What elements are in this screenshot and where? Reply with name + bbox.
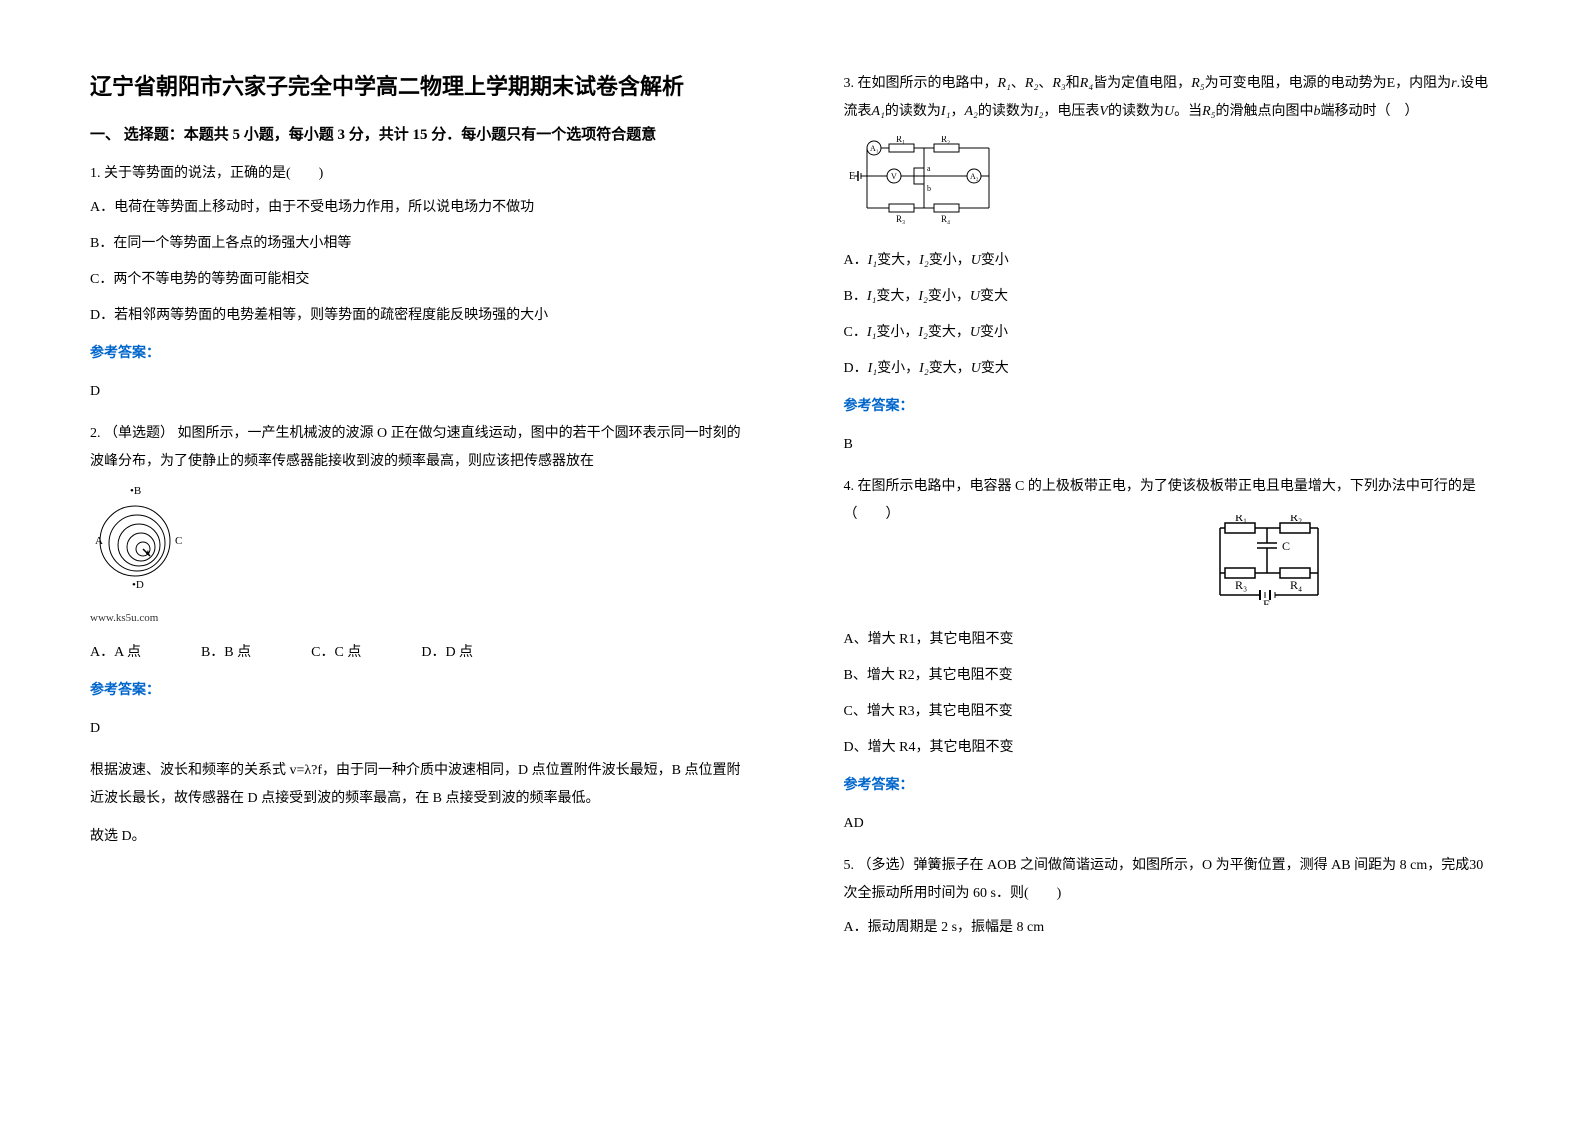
q3-option-a: A．I₁变大，I₂变小，U变小 — [844, 247, 1498, 275]
q2-option-d: D．D 点 — [421, 639, 473, 667]
svg-text:R₁: R₁ — [1235, 515, 1247, 524]
q4-option-a: A、增大 R1，其它电阻不变 — [844, 626, 1498, 654]
svg-text:R₃: R₃ — [1235, 578, 1247, 592]
q1-option-c: C．两个不等电势的等势面可能相交 — [90, 266, 744, 294]
q2-option-a: A．A 点 — [90, 639, 141, 667]
question-1: 1. 关于等势面的说法，正确的是( ) A．电荷在等势面上移动时，由于不受电场力… — [90, 160, 744, 406]
document-title: 辽宁省朝阳市六家子完全中学高二物理上学期期末试卷含解析 — [90, 70, 744, 103]
svg-text:R₂: R₂ — [1290, 515, 1302, 524]
svg-text:b: b — [927, 184, 931, 193]
svg-text:R₄: R₄ — [1290, 578, 1302, 592]
svg-text:a: a — [927, 164, 931, 173]
wave-label-b: •B — [130, 486, 141, 497]
q4-option-d: D、增大 R4，其它电阻不变 — [844, 734, 1498, 762]
question-5: 5. （多选）弹簧振子在 AOB 之间做简谐运动，如图所示，O 为平衡位置，测得… — [844, 852, 1498, 942]
q4-option-c: C、增大 R3，其它电阻不变 — [844, 698, 1498, 726]
question-3: 3. 在如图所示的电路中，R₁、R₂、R₃和R₄皆为定值电阻，R₅为可变电阻，电… — [844, 70, 1498, 459]
svg-text:E: E — [1263, 597, 1270, 605]
left-column: 辽宁省朝阳市六家子完全中学高二物理上学期期末试卷含解析 一、 选择题：本题共 5… — [0, 0, 794, 1122]
q1-text: 1. 关于等势面的说法，正确的是( ) — [90, 160, 744, 188]
q2-option-c: C．C 点 — [311, 639, 361, 667]
svg-text:A₁: A₁ — [870, 144, 879, 153]
q4-text: 4. 在图所示电路中，电容器 C 的上极板带正电，为了使该极板带正电且电量增大，… — [844, 473, 1498, 529]
q3-text: 3. 在如图所示的电路中，R₁、R₂、R₃和R₄皆为定值电阻，R₅为可变电阻，电… — [844, 70, 1498, 126]
svg-text:V: V — [891, 172, 897, 181]
section-1-header: 一、 选择题：本题共 5 小题，每小题 3 分，共计 15 分．每小题只有一个选… — [90, 123, 744, 144]
q1-answer: D — [90, 378, 744, 406]
q4-option-b: B、增大 R2，其它电阻不变 — [844, 662, 1498, 690]
q3-option-d: D．I₁变小，I₂变大，U变大 — [844, 355, 1498, 383]
q4-answer: AD — [844, 810, 1498, 838]
svg-text:R₄: R₄ — [941, 214, 950, 224]
q2-option-b: B．B 点 — [201, 639, 251, 667]
wave-label-a: A — [95, 535, 103, 547]
svg-text:A₂: A₂ — [970, 172, 979, 181]
q2-answer-label: 参考答案： — [90, 677, 744, 705]
q5-text: 5. （多选）弹簧振子在 AOB 之间做简谐运动，如图所示，O 为平衡位置，测得… — [844, 852, 1498, 908]
svg-text:R₁: R₁ — [896, 136, 905, 144]
wave-label-c: C — [175, 535, 182, 547]
q2-explanation-1: 根据波速、波长和频率的关系式 v=λ?f，由于同一种介质中波速相同，D 点位置附… — [90, 757, 744, 813]
q1-option-a: A．电荷在等势面上移动时，由于不受电场力作用，所以说电场力不做功 — [90, 194, 744, 222]
svg-text:R₂: R₂ — [941, 136, 950, 144]
right-column: 3. 在如图所示的电路中，R₁、R₂、R₃和R₄皆为定值电阻，R₅为可变电阻，电… — [794, 0, 1587, 1122]
q3-option-b: B．I₁变大，I₂变小，U变大 — [844, 283, 1498, 311]
q1-option-d: D．若相邻两等势面的电势差相等，则等势面的疏密程度能反映场强的大小 — [90, 302, 744, 330]
q1-answer-label: 参考答案： — [90, 340, 744, 368]
svg-text:R₃: R₃ — [896, 214, 905, 224]
wave-label-d: •D — [132, 579, 144, 591]
circuit-diagram-q4: R₁ R₂ C R₃ R₄ — [1210, 515, 1330, 605]
q2-explanation-2: 故选 D。 — [90, 823, 744, 851]
q3-option-c: C．I₁变小，I₂变大，U变小 — [844, 319, 1498, 347]
q2-options: A．A 点 B．B 点 C．C 点 D．D 点 — [90, 639, 744, 667]
wave-diagram: A •B C •D www.ks5u.com — [90, 486, 744, 629]
q1-option-b: B．在同一个等势面上各点的场强大小相等 — [90, 230, 744, 258]
q2-answer: D — [90, 715, 744, 743]
q2-text: 2. （单选题） 如图所示，一产生机械波的波源 O 正在做匀速直线运动，图中的若… — [90, 420, 744, 476]
svg-text:C: C — [1282, 539, 1290, 553]
question-4: 4. 在图所示电路中，电容器 C 的上极板带正电，为了使该极板带正电且电量增大，… — [844, 473, 1498, 838]
q4-answer-label: 参考答案： — [844, 772, 1498, 800]
circuit-diagram-q3: R₁ R₂ A₁ A₂ V a b R₃ R₄ E — [844, 136, 1498, 237]
q3-answer: B — [844, 431, 1498, 459]
wave-caption: www.ks5u.com — [90, 607, 744, 629]
q3-answer-label: 参考答案： — [844, 393, 1498, 421]
q5-option-a: A．振动周期是 2 s，振幅是 8 cm — [844, 914, 1498, 942]
question-2: 2. （单选题） 如图所示，一产生机械波的波源 O 正在做匀速直线运动，图中的若… — [90, 420, 744, 851]
